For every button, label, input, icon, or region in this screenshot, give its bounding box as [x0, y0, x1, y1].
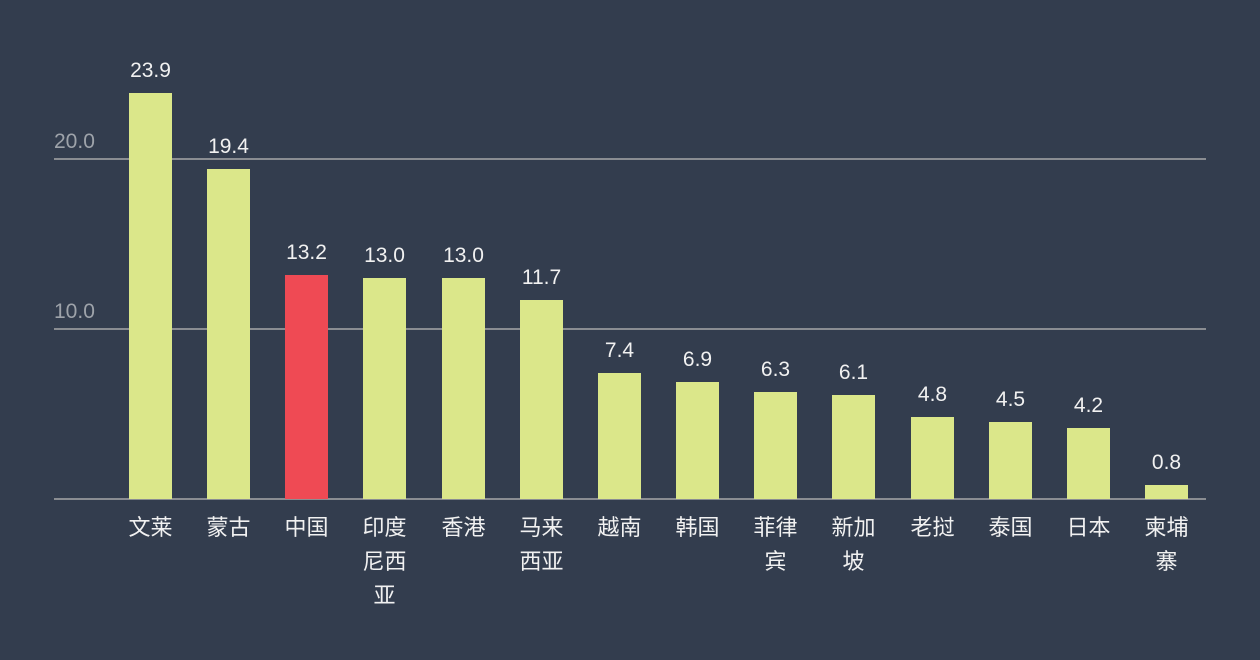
value-label: 4.8	[917, 383, 948, 406]
bar-8	[754, 392, 797, 499]
bar-10	[911, 417, 954, 499]
category-label: 香港	[441, 516, 486, 541]
value-label: 6.9	[682, 348, 713, 371]
bar-9	[832, 395, 875, 499]
value-label: 7.4	[604, 339, 635, 362]
bar-2	[285, 275, 328, 499]
value-label: 6.3	[760, 358, 791, 381]
value-label: 13.0	[364, 244, 405, 267]
category-label: 柬埔寨	[1144, 516, 1189, 575]
value-label: 23.9	[130, 59, 171, 82]
value-label: 13.0	[443, 244, 484, 267]
y-tick-label: 20.0	[54, 130, 95, 153]
category-label: 韩国	[675, 516, 720, 541]
bar-5	[520, 300, 563, 499]
bar-3	[363, 278, 406, 499]
bar-12	[1067, 428, 1110, 499]
gridline-10	[54, 328, 1206, 330]
value-label: 13.2	[286, 241, 327, 264]
x-axis-baseline	[54, 498, 1206, 500]
category-label: 马来西亚	[519, 516, 564, 575]
category-label: 蒙古	[206, 516, 251, 541]
bar-1	[207, 169, 250, 499]
category-label: 中国	[284, 516, 329, 541]
category-label: 泰国	[988, 516, 1033, 541]
category-label: 越南	[597, 516, 642, 541]
bar-11	[989, 422, 1032, 499]
value-label: 6.1	[838, 361, 869, 384]
value-label: 19.4	[208, 135, 249, 158]
category-label: 日本	[1066, 516, 1111, 541]
category-label: 印度尼西亚	[362, 516, 407, 609]
y-tick-label: 10.0	[54, 300, 95, 323]
bar-4	[442, 278, 485, 499]
value-label: 11.7	[521, 266, 562, 289]
value-label: 0.8	[1151, 451, 1182, 474]
gridline-20	[54, 158, 1206, 160]
value-label: 4.2	[1073, 394, 1104, 417]
value-label: 4.5	[995, 388, 1026, 411]
category-label: 新加坡	[831, 516, 876, 575]
category-label: 老挝	[910, 516, 955, 541]
bar-0	[129, 93, 172, 499]
bar-7	[676, 382, 719, 499]
bar-13	[1145, 485, 1188, 499]
category-label: 文莱	[128, 516, 173, 541]
bar-6	[598, 373, 641, 499]
category-label: 菲律宾	[753, 516, 798, 575]
